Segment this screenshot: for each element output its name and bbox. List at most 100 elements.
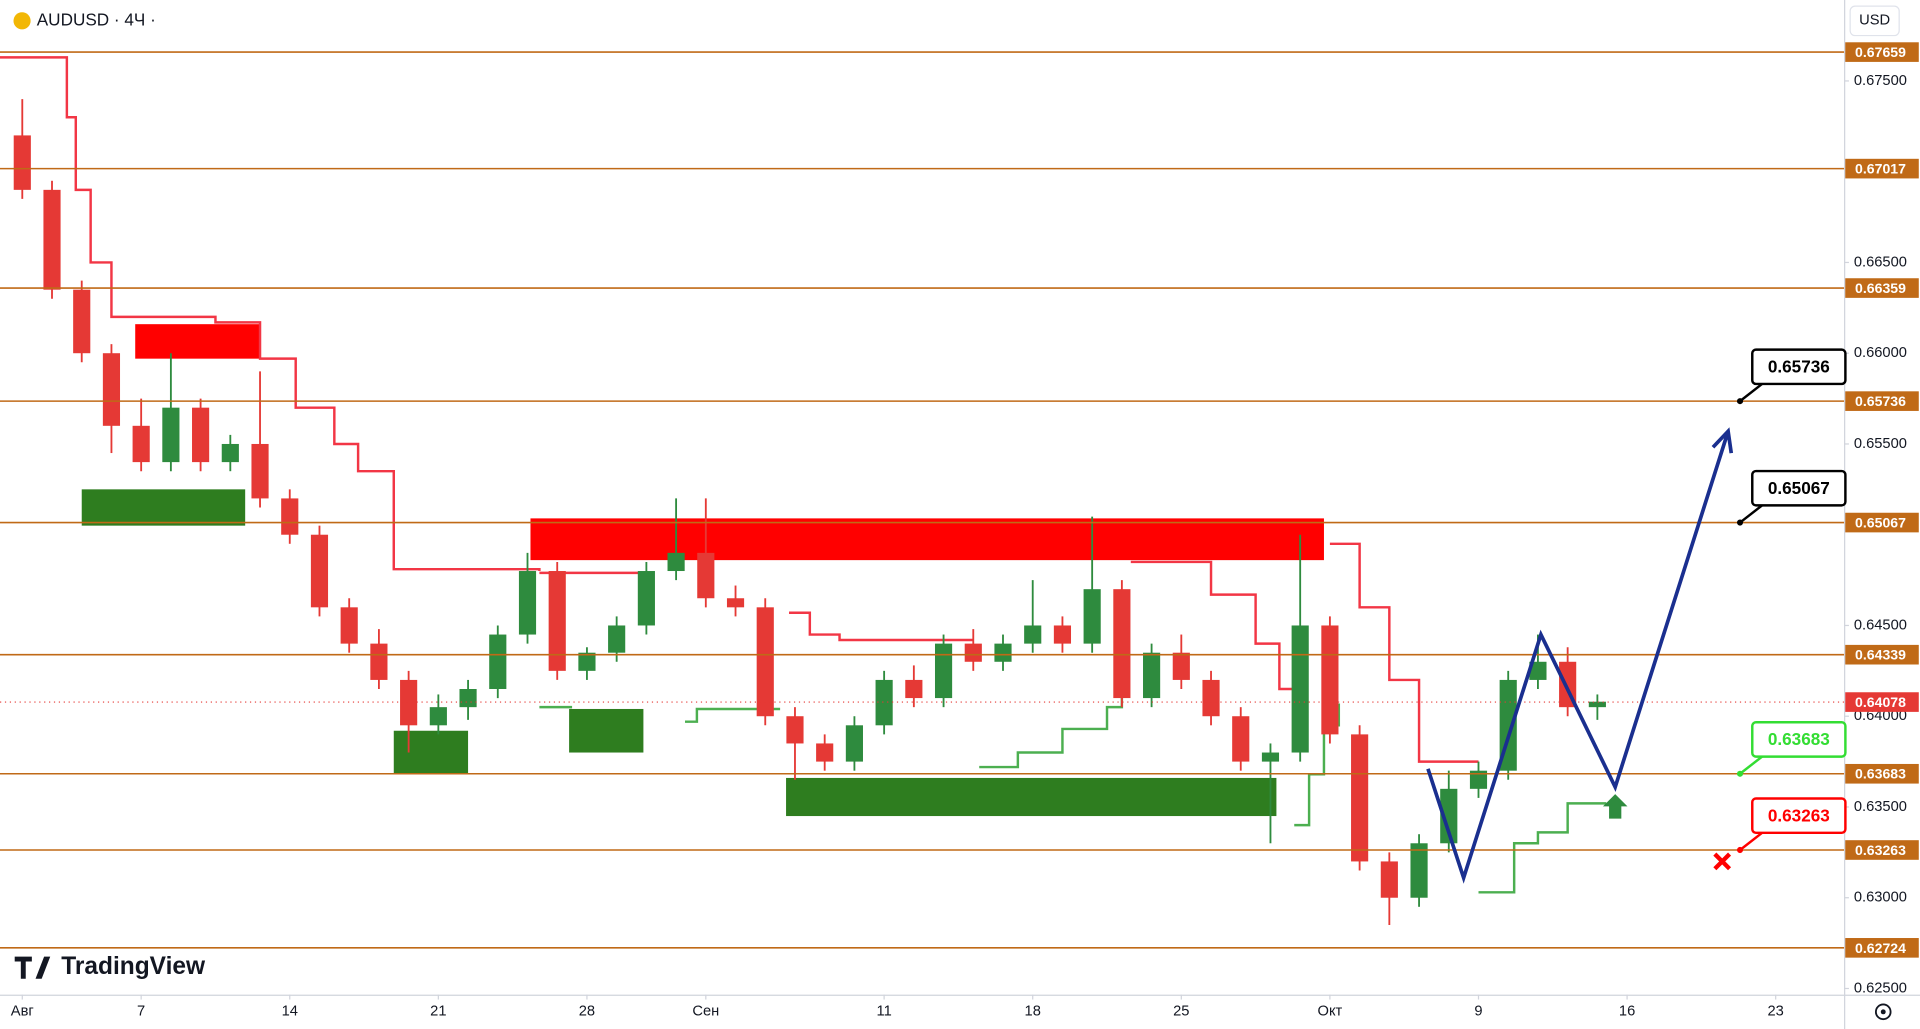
candle-body <box>845 725 863 762</box>
candle-body <box>786 716 804 744</box>
candle-body <box>1440 788 1458 844</box>
candle-body <box>875 679 893 726</box>
candle-body <box>1380 861 1398 898</box>
zone <box>393 730 469 775</box>
callout-box <box>1751 797 1847 835</box>
symbol-title: AUDUSD · 4Ч · <box>37 9 156 29</box>
callout-anchor <box>1736 398 1744 405</box>
x-tick-label: 23 <box>1768 1004 1784 1020</box>
candle-body <box>1024 625 1042 644</box>
y-tick-label: 0.63500 <box>1854 799 1907 815</box>
y-tick-label: 0.66000 <box>1854 345 1907 361</box>
candle-body <box>1053 625 1072 644</box>
level-label: 0.63263 <box>1855 842 1906 858</box>
last-price-box <box>1845 692 1919 712</box>
y-tick-label: 0.64000 <box>1854 708 1907 724</box>
y-tick-label: 0.66500 <box>1854 254 1907 270</box>
trend-line <box>0 56 1479 763</box>
level-label-box <box>1845 763 1919 784</box>
y-tick-label: 0.65500 <box>1854 436 1907 452</box>
callout-box <box>1751 721 1847 758</box>
level-label-box <box>1845 644 1919 665</box>
candle-body <box>1321 625 1339 735</box>
trend-line <box>539 658 1607 894</box>
level-label-box <box>1845 278 1919 298</box>
x-tick-label: 9 <box>1474 1004 1482 1020</box>
candle-body <box>816 743 834 762</box>
candle-body <box>340 607 358 644</box>
brand-logo: TradingView <box>14 953 206 980</box>
x-tick-label: 28 <box>579 1004 595 1020</box>
x-tick-label: 7 <box>137 1004 145 1020</box>
x-tick-label: 16 <box>1619 1004 1635 1020</box>
callout-anchor <box>1736 770 1744 777</box>
candle-body <box>489 634 507 690</box>
x-tick-label: 18 <box>1025 1004 1041 1020</box>
callout-label: 0.65736 <box>1768 357 1830 377</box>
symbol-icon <box>13 12 31 30</box>
candle-body <box>1410 843 1428 898</box>
candle-body <box>310 534 329 608</box>
level-label: 0.64339 <box>1855 647 1906 663</box>
callout-anchor <box>1736 846 1744 854</box>
level-label-box <box>1845 42 1919 62</box>
x-tick-label: 25 <box>1173 1004 1189 1020</box>
candle-body <box>1351 734 1369 862</box>
candle-body <box>251 443 269 499</box>
candle-body <box>548 571 566 671</box>
candle-body <box>994 643 1012 662</box>
callout-label: 0.63683 <box>1768 729 1830 749</box>
candle-body <box>756 607 774 717</box>
candle-body <box>162 407 180 463</box>
candle-body <box>459 689 477 708</box>
candle-body <box>1172 652 1190 680</box>
x-tick-label: 14 <box>282 1004 298 1020</box>
candle-body <box>1261 752 1280 762</box>
x-tick-label: 11 <box>876 1004 891 1020</box>
callout-box <box>1751 469 1847 507</box>
callout-box <box>1751 348 1847 386</box>
candle-body <box>281 498 299 535</box>
candle-body <box>1202 679 1220 717</box>
level-label-box <box>1845 840 1919 860</box>
currency-label[interactable]: USD <box>1859 13 1890 29</box>
x-tick-label: Авг <box>11 1004 34 1020</box>
candle-body <box>192 407 210 463</box>
level-label: 0.62724 <box>1855 940 1906 956</box>
projection-arrowhead <box>1711 427 1734 454</box>
settings-icon[interactable] <box>1874 1003 1892 1021</box>
zone <box>530 518 1324 561</box>
candle-body <box>637 571 655 626</box>
currency-button[interactable] <box>1849 5 1900 37</box>
candle-body <box>1529 661 1547 680</box>
candle-body <box>726 598 745 608</box>
x-tick-label: Сен <box>692 1004 719 1020</box>
candle-body <box>905 679 923 699</box>
candle-body <box>221 443 239 463</box>
x-tick-label: 21 <box>430 1004 446 1020</box>
level-label: 0.67017 <box>1855 161 1906 177</box>
candle-body <box>1291 625 1309 753</box>
y-tick-label: 0.67500 <box>1854 73 1907 89</box>
level-label-box <box>1845 512 1919 533</box>
y-tick-label: 0.62500 <box>1854 980 1907 996</box>
y-tick-label: 0.64500 <box>1854 617 1907 633</box>
candle-body <box>667 552 685 572</box>
y-tick-label: 0.63000 <box>1854 890 1907 906</box>
candle-body <box>370 643 388 680</box>
marker-arrow <box>1602 794 1628 819</box>
level-label: 0.66359 <box>1855 280 1906 296</box>
candle-body <box>934 643 953 699</box>
candle-body <box>400 679 418 726</box>
candle-body <box>608 625 626 653</box>
candle-body <box>518 571 537 635</box>
callout-pointer <box>1739 755 1763 775</box>
level-label: 0.63683 <box>1855 766 1906 782</box>
candle-body <box>1083 589 1101 644</box>
level-label-box <box>1845 158 1919 179</box>
callout-anchor <box>1736 519 1744 526</box>
candle-body <box>43 189 61 290</box>
